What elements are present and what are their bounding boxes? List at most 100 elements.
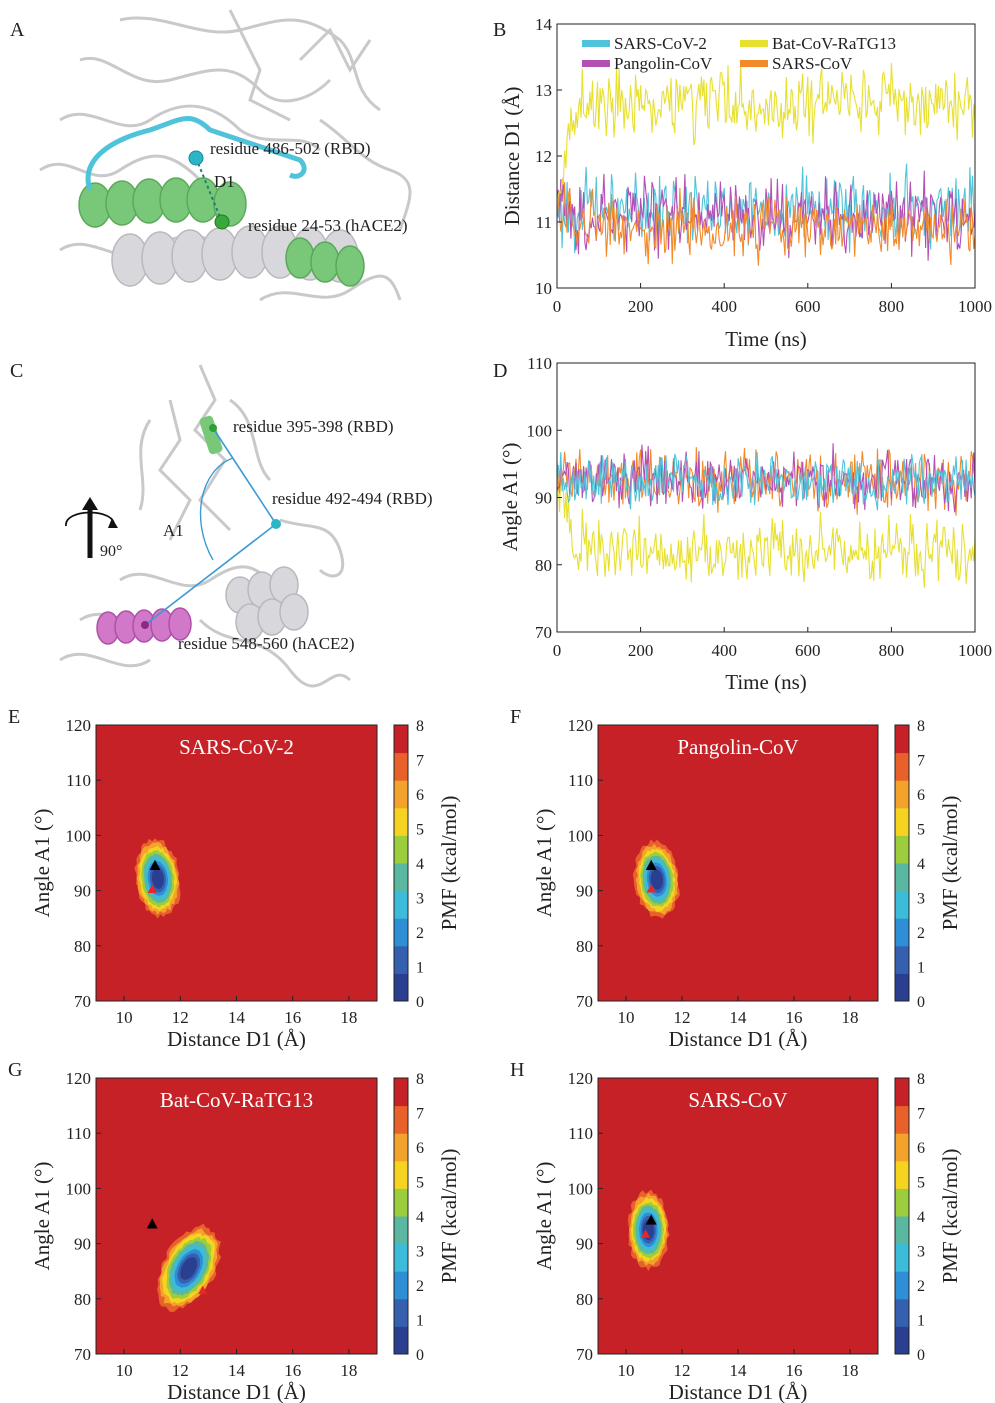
d-ticks: 0 200 400 600 800 1000 70 80 90 100 110 [527, 354, 993, 660]
colorbar-segment [394, 780, 408, 809]
colorbar-frame [894, 1077, 910, 1355]
heatmap-title: SARS-CoV-2 [179, 735, 294, 759]
y-tick-label: 120 [568, 1069, 594, 1088]
pmf-contours [598, 725, 878, 1001]
y-tick-label: 90 [576, 882, 593, 901]
x-tick-label: 14 [730, 1361, 748, 1380]
d-x-axis-label: Time (ns) [725, 670, 807, 694]
a1-angle-arc [199, 457, 234, 561]
colorbar-tick-label: 6 [416, 1140, 424, 1157]
x-tick-label: 10 [618, 1361, 635, 1380]
colorbar-segment [895, 835, 909, 864]
label-d1: D1 [214, 172, 235, 191]
colorbar-tick-label: 6 [917, 1140, 925, 1157]
pmf-contours [598, 1078, 878, 1354]
colorbar-tick-label: 3 [917, 891, 925, 908]
heatmap-title: SARS-CoV [688, 1088, 787, 1112]
green-segment-c [199, 415, 223, 455]
y-tick-label: 110 [527, 354, 552, 373]
x-axis-label: Distance D1 (Å) [167, 1027, 306, 1051]
colorbar-segment [895, 1271, 909, 1300]
x-tick-label: 0 [553, 297, 562, 316]
y-tick-label: 70 [535, 623, 552, 642]
x-tick-label: 1000 [958, 297, 992, 316]
colorbar-tick-label: 5 [416, 822, 424, 839]
panel-a: A residue 486-502 (R [10, 9, 412, 302]
colorbar-tick-label: 4 [917, 856, 925, 873]
label-residue-24-53: residue 24-53 (hACE2) [248, 216, 408, 235]
x-tick-label: 600 [795, 641, 821, 660]
colorbar-tick-label: 2 [917, 925, 925, 942]
colorbar-tick-label: 3 [416, 891, 424, 908]
x-tick-label: 18 [842, 1361, 859, 1380]
colorbar-label: PMF (kcal/mol) [437, 796, 461, 931]
colorbar-segment [895, 945, 909, 974]
x-tick-label: 1000 [958, 641, 992, 660]
y-tick-label: 120 [66, 1069, 92, 1088]
colorbar-segment [895, 725, 909, 754]
secondary-minimum-marker [198, 1285, 208, 1295]
x-tick-label: 12 [674, 1008, 691, 1027]
colorbar-segment [394, 807, 408, 836]
colorbar-tick-label: 1 [416, 1313, 424, 1330]
b-legend: SARS-CoV-2 Bat-CoV-RaTG13 Pangolin-CoV S… [582, 34, 896, 73]
colorbar-tick-label: 4 [416, 856, 424, 873]
colorbar-tick-label: 8 [917, 1071, 925, 1088]
colorbar-segment [394, 1105, 408, 1134]
colorbar-segment [394, 725, 408, 754]
secondary-minimum-marker [641, 1229, 651, 1238]
heatmap-title: Bat-CoV-RaTG13 [160, 1088, 313, 1112]
x-tick-label: 10 [116, 1361, 133, 1380]
colorbar-tick-label: 1 [416, 960, 424, 977]
colorbar-tick-label: 1 [917, 960, 925, 977]
helix-bundle-c [225, 566, 309, 641]
panel-d-letter: D [493, 360, 507, 382]
x-tick-label: 0 [553, 641, 562, 660]
y-tick-label: 11 [536, 213, 552, 232]
colorbar-tick-label: 0 [416, 994, 424, 1011]
x-tick-label: 14 [730, 1008, 748, 1027]
colorbar-tick-label: 0 [917, 1347, 925, 1364]
pmf-band-0 [650, 869, 663, 890]
y-tick-label: 80 [576, 937, 593, 956]
colorbar-segment [394, 1160, 408, 1189]
label-residue-492-494: residue 492-494 (RBD) [272, 489, 433, 508]
panel-g-letter: G [8, 1059, 22, 1081]
panel-d: D 0 200 400 600 800 1000 70 80 90 100 110 Time (ns… [493, 354, 992, 694]
x-tick-label: 200 [628, 297, 654, 316]
colorbar-tick-label: 8 [416, 718, 424, 735]
series-line-bat-cov-ratg13 [556, 473, 976, 588]
colorbar-segment [394, 835, 408, 864]
green-helix-a [78, 177, 365, 287]
x-tick-label: 800 [879, 641, 905, 660]
b-x-axis-label: Time (ns) [725, 327, 807, 351]
colorbar-frame [393, 724, 409, 1002]
centroid-548-560 [141, 621, 149, 629]
global-minimum-marker [645, 1214, 657, 1225]
colorbar-tick-label: 3 [416, 1244, 424, 1261]
colorbar-segment [895, 1105, 909, 1134]
y-tick-label: 110 [66, 771, 91, 790]
y-tick-label: 100 [568, 826, 594, 845]
legend-swatch-sars-cov [740, 60, 768, 67]
x-tick-label: 12 [172, 1008, 189, 1027]
pmf-contours [96, 1078, 377, 1354]
colorbar-tick-label: 8 [416, 1071, 424, 1088]
x-tick-label: 16 [786, 1008, 803, 1027]
y-tick-label: 120 [568, 716, 594, 735]
centroid-395-398 [209, 424, 217, 432]
colorbar: 0 1 2 3 4 5 6 7 8 PMF (kcal/mol) [894, 718, 962, 1011]
colorbar-tick-label: 2 [917, 1278, 925, 1295]
panel-c-letter: C [10, 360, 23, 382]
x-tick-label: 18 [340, 1361, 357, 1380]
legend-label-bat-cov: Bat-CoV-RaTG13 [772, 34, 896, 53]
y-tick-label: 10 [535, 279, 552, 298]
label-a1: A1 [163, 521, 184, 540]
series-line-sars-cov-2 [556, 163, 976, 254]
panel-e-letter: E [8, 706, 20, 728]
x-tick-label: 600 [795, 297, 821, 316]
y-tick-label: 80 [576, 1290, 593, 1309]
series-line-pangolin-cov [556, 443, 976, 513]
